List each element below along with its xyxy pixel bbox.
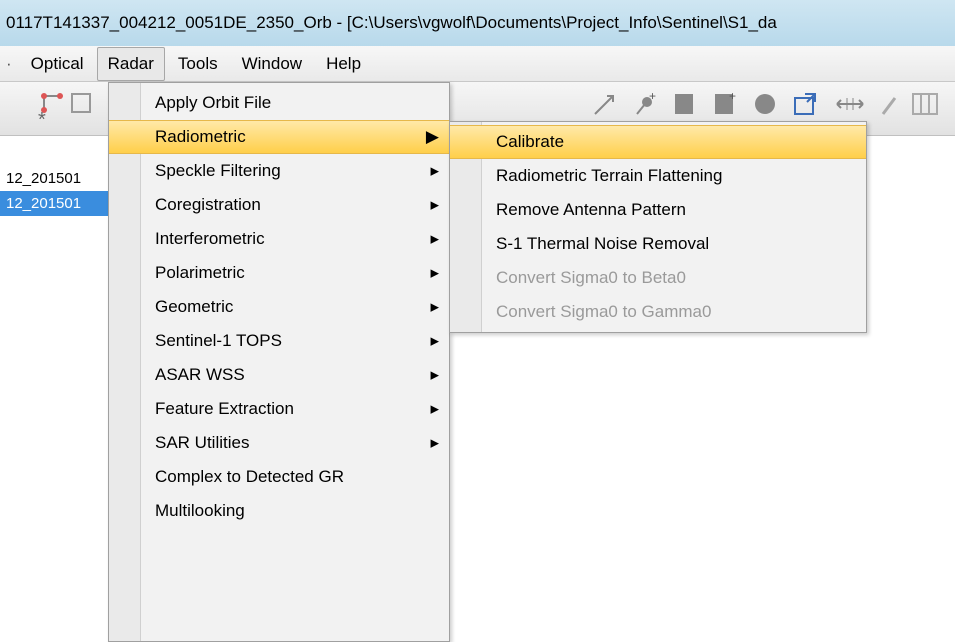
radiometric-submenu: Calibrate Radiometric Terrain Flattening… — [449, 121, 867, 333]
menu-label: Feature Extraction — [155, 399, 294, 418]
menu-apply-orbit[interactable]: Apply Orbit File — [109, 86, 449, 120]
menu-label: Geometric — [155, 297, 233, 316]
submenu-calibrate[interactable]: Calibrate — [450, 125, 866, 159]
pin-add-icon[interactable]: + — [631, 90, 659, 118]
note-icon[interactable] — [671, 90, 699, 118]
menu-label: Convert Sigma0 to Gamma0 — [496, 302, 711, 321]
menu-label: Speckle Filtering — [155, 161, 281, 180]
panel-icon[interactable] — [911, 90, 941, 118]
submenu-sigma-beta: Convert Sigma0 to Beta0 — [450, 261, 866, 295]
menu-label: Interferometric — [155, 229, 265, 248]
submenu-arrow-icon: ▸ — [430, 297, 439, 317]
export-icon[interactable] — [791, 90, 821, 118]
menu-label: Radiometric — [155, 127, 246, 146]
menu-label: Convert Sigma0 to Beta0 — [496, 268, 686, 287]
submenu-arrow-icon: ▸ — [430, 229, 439, 249]
menu-coregistration[interactable]: Coregistration ▸ — [109, 188, 449, 222]
menu-label: Polarimetric — [155, 263, 245, 282]
sidebar: 12_201501 12_201501 — [0, 136, 116, 642]
list-item-selected[interactable]: 12_201501 — [0, 191, 115, 216]
menu-sar-utilities[interactable]: SAR Utilities ▸ — [109, 426, 449, 460]
svg-text:+: + — [649, 90, 656, 103]
submenu-arrow-icon: ▶ — [426, 127, 439, 147]
submenu-arrow-icon: ▸ — [430, 331, 439, 351]
menu-label: Apply Orbit File — [155, 93, 271, 112]
graph-icon[interactable]: * — [38, 88, 102, 130]
menu-speckle[interactable]: Speckle Filtering ▸ — [109, 154, 449, 188]
menu-polarimetric[interactable]: Polarimetric ▸ — [109, 256, 449, 290]
toolbar-right-icons: + + — [591, 90, 941, 118]
title-text: 0117T141337_004212_0051DE_2350_Orb - [C:… — [6, 13, 777, 33]
menu-radiometric[interactable]: Radiometric ▶ — [109, 120, 449, 154]
blob-icon[interactable] — [751, 90, 779, 118]
submenu-sigma-gamma: Convert Sigma0 to Gamma0 — [450, 295, 866, 329]
menu-multilooking[interactable]: Multilooking — [109, 494, 449, 528]
menu-optical[interactable]: Optical — [20, 47, 95, 81]
submenu-arrow-icon: ▸ — [430, 161, 439, 181]
svg-text:+: + — [729, 90, 736, 103]
menu-label: SAR Utilities — [155, 433, 249, 452]
menu-label: Sentinel-1 TOPS — [155, 331, 282, 350]
menu-complex-gr[interactable]: Complex to Detected GR — [109, 460, 449, 494]
menu-radar[interactable]: Radar — [97, 47, 165, 81]
list-item[interactable]: 12_201501 — [0, 166, 115, 191]
title-bar: 0117T141337_004212_0051DE_2350_Orb - [C:… — [0, 0, 955, 46]
menu-s1tops[interactable]: Sentinel-1 TOPS ▸ — [109, 324, 449, 358]
menu-label: S-1 Thermal Noise Removal — [496, 234, 709, 253]
menu-label: Radiometric Terrain Flattening — [496, 166, 722, 185]
arrow-tool-icon[interactable] — [591, 90, 619, 118]
menu-label: Coregistration — [155, 195, 261, 214]
menu-asar[interactable]: ASAR WSS ▸ — [109, 358, 449, 392]
submenu-arrow-icon: ▸ — [430, 433, 439, 453]
menu-label: Multilooking — [155, 501, 245, 520]
menu-label: Calibrate — [496, 132, 564, 151]
toolbar-left-icons: * — [38, 88, 102, 130]
note-add-icon[interactable]: + — [711, 90, 739, 118]
submenu-terrain-flattening[interactable]: Radiometric Terrain Flattening — [450, 159, 866, 193]
menu-tools[interactable]: Tools — [167, 47, 229, 81]
menu-window[interactable]: Window — [231, 47, 313, 81]
menu-interferometric[interactable]: Interferometric ▸ — [109, 222, 449, 256]
hresize-icon[interactable] — [833, 90, 867, 118]
menu-label: Remove Antenna Pattern — [496, 200, 686, 219]
submenu-arrow-icon: ▸ — [430, 263, 439, 283]
submenu-remove-antenna[interactable]: Remove Antenna Pattern — [450, 193, 866, 227]
submenu-arrow-icon: ▸ — [430, 195, 439, 215]
wand-icon[interactable] — [879, 90, 899, 118]
menu-edge-indicator: · — [6, 54, 12, 74]
submenu-arrow-icon: ▸ — [430, 365, 439, 385]
menu-bar: · Optical Radar Tools Window Help — [0, 46, 955, 82]
menu-label: ASAR WSS — [155, 365, 245, 384]
submenu-arrow-icon: ▸ — [430, 399, 439, 419]
radar-dropdown: Apply Orbit File Radiometric ▶ Speckle Fi… — [108, 82, 450, 642]
menu-feature-extraction[interactable]: Feature Extraction ▸ — [109, 392, 449, 426]
submenu-thermal-noise[interactable]: S-1 Thermal Noise Removal — [450, 227, 866, 261]
menu-geometric[interactable]: Geometric ▸ — [109, 290, 449, 324]
svg-text:*: * — [38, 109, 46, 130]
menu-help[interactable]: Help — [315, 47, 372, 81]
menu-label: Complex to Detected GR — [155, 467, 344, 486]
